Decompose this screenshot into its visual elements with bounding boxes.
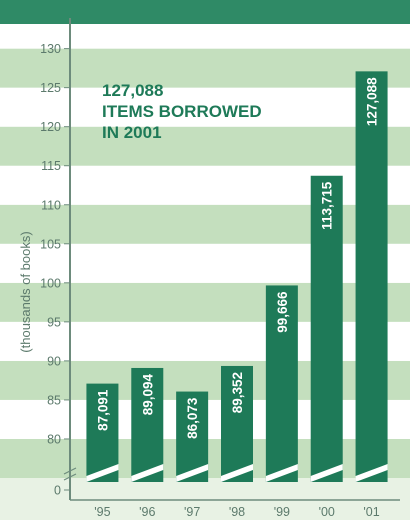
bar-group: 99,666 <box>265 285 298 482</box>
grid-band <box>0 204 410 244</box>
grid-band <box>0 24 410 49</box>
y-tick-label: 90 <box>47 354 61 368</box>
bar <box>86 383 119 482</box>
headline-line-2: ITEMS BORROWED <box>102 102 262 121</box>
y-tick-label: 125 <box>40 81 61 95</box>
top-band <box>0 0 410 24</box>
grid-band <box>0 165 410 205</box>
grid-band <box>0 321 410 361</box>
bar <box>355 71 388 482</box>
bar <box>221 365 253 482</box>
bar-group: 86,073 <box>176 391 209 482</box>
grid-band <box>0 243 410 283</box>
headline: 127,088 ITEMS BORROWED IN 2001 <box>102 81 262 142</box>
grid-band <box>0 48 410 88</box>
y-tick-label: 0 <box>54 484 61 498</box>
bar <box>310 175 343 482</box>
y-axis-label: (thousands of books) <box>18 231 33 352</box>
x-tick-label: '00 <box>319 505 335 519</box>
y-tick-label: 85 <box>47 393 61 407</box>
axis-break-mark <box>63 467 77 481</box>
x-tick-label: '95 <box>94 505 110 519</box>
bar-value-label: 127,088 <box>365 77 380 126</box>
y-tick-label: 130 <box>40 42 61 56</box>
x-axis: '95 '96 '97 '98 '99 '00 '01 <box>94 505 379 519</box>
bar-group: 113,715 <box>310 175 343 482</box>
bar-value-label: 89,352 <box>230 372 245 413</box>
y-tick-label: 95 <box>47 315 61 329</box>
bar-series: 87,091 89,094 86,073 89,352 99,666 113,715 127… <box>86 71 388 482</box>
bar-break-stripe <box>131 464 164 482</box>
bar-break-stripe <box>221 464 253 482</box>
bar-group: 89,094 <box>131 367 164 482</box>
x-tick-label: '97 <box>184 505 200 519</box>
x-tick-label: '98 <box>229 505 245 519</box>
y-tick-label: 115 <box>41 159 61 173</box>
grid-band <box>0 126 410 166</box>
headline-line-1: 127,088 <box>102 81 163 100</box>
bar-group: 87,091 <box>86 383 119 482</box>
bar-value-label: 89,094 <box>140 373 155 415</box>
y-tick-label: 100 <box>40 276 61 290</box>
grid-band <box>0 282 410 322</box>
bar-group: 127,088 <box>355 71 388 482</box>
bar-break-stripe <box>265 464 298 482</box>
y-tick-label: 105 <box>40 237 61 251</box>
y-tick-label: 120 <box>40 120 61 134</box>
bar <box>265 285 298 482</box>
bar <box>131 367 164 482</box>
y-axis: 0 80 85 90 95 100 105 110 115 120 125 130 <box>40 18 400 501</box>
x-tick-label: '01 <box>363 505 379 519</box>
bar-value-label: 113,715 <box>320 181 335 230</box>
bar-break-stripe <box>355 464 388 482</box>
bar-group: 89,352 <box>221 365 253 482</box>
bar-value-label: 87,091 <box>95 389 110 431</box>
headline-line-3: IN 2001 <box>102 123 162 142</box>
bar-break-stripe <box>86 464 119 482</box>
y-tick-label: 80 <box>47 432 61 446</box>
x-tick-label: '99 <box>274 505 290 519</box>
bar-value-label: 86,073 <box>185 397 200 439</box>
x-tick-label: '96 <box>139 505 155 519</box>
grid-band <box>0 87 410 127</box>
bar-break-stripe <box>310 464 343 482</box>
y-tick-label: 110 <box>41 198 61 212</box>
bar-break-stripe <box>176 464 209 482</box>
bar-value-label: 99,666 <box>275 291 290 333</box>
baseline-area <box>0 478 410 520</box>
